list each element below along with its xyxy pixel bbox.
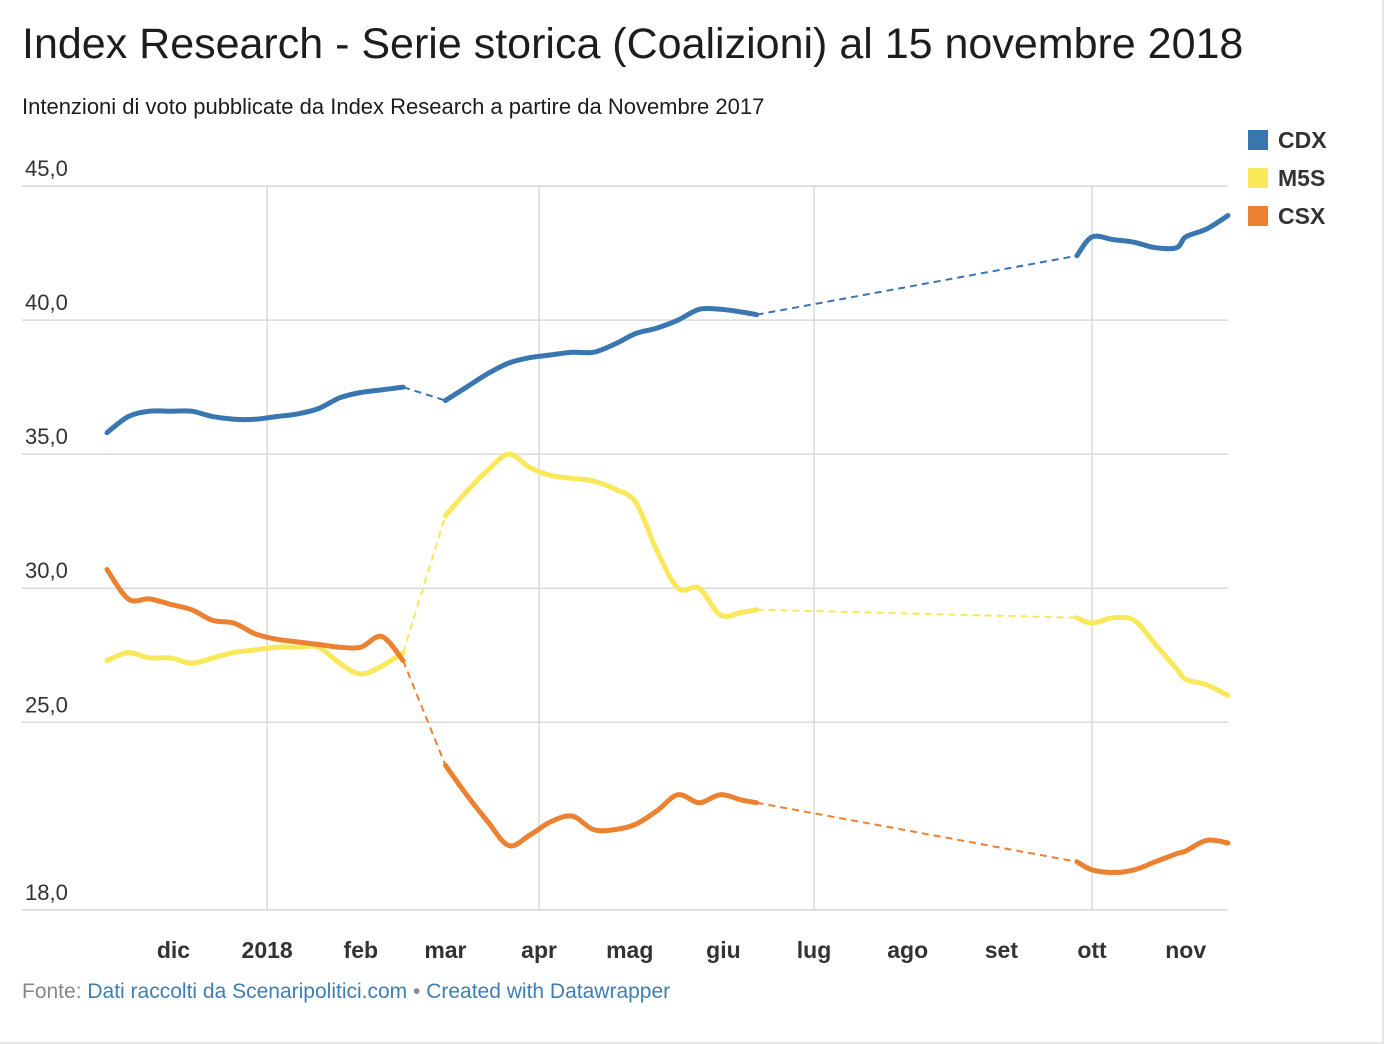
x-tick-label: dic [157,937,190,963]
y-tick-label: 35,0 [25,424,68,449]
datawrapper-link[interactable]: Created with Datawrapper [426,980,671,1003]
x-tick-label: apr [521,937,557,963]
x-tick-label: mag [606,937,653,963]
source-link[interactable]: Dati raccolti da Scenaripolitici.com [87,980,408,1003]
chart-title: Index Research - Serie storica (Coalizio… [22,20,1244,68]
series-gap-line [402,515,447,653]
series-line [442,305,760,403]
legend-swatch [1248,206,1268,226]
series-line [442,451,760,619]
y-axis: 45,0 40,0 35,0 30,0 25,0 18,0 [25,156,68,905]
series-cdx [104,213,1231,436]
y-tick-label: 40,0 [25,290,68,315]
x-tick-label: 2018 [242,937,293,963]
series-line [1074,837,1231,875]
series-line [104,567,406,664]
x-tick-label: ago [887,937,928,963]
y-tick-label: 30,0 [25,558,68,583]
footer-separator: • [407,980,427,1003]
series-lines [104,213,1231,875]
legend-label: M5S [1278,165,1325,191]
x-tick-label: giu [706,937,741,963]
x-tick-label: feb [344,937,379,963]
x-tick-label: nov [1165,937,1206,963]
series-gap-line [402,660,447,766]
series-gap-line [756,608,1077,619]
legend-swatch [1248,168,1268,188]
series-line [1074,614,1231,698]
y-tick-label: 18,0 [25,880,68,905]
chart-subtitle: Intenzioni di voto pubblicate da Index R… [22,94,765,119]
series-line [104,643,406,677]
legend-label: CSX [1278,203,1326,229]
legend-swatch [1248,130,1268,150]
footer: Fonte: Dati raccolti da Scenaripolitici.… [22,980,670,1004]
legend-label: CDX [1278,127,1327,153]
series-line [104,384,406,436]
y-tick-label: 45,0 [25,156,68,181]
series-gap-line [756,254,1078,316]
x-gridlines [266,186,1093,910]
series-line [1074,213,1231,259]
series-m5s [104,451,1231,698]
series-csx [104,567,1231,875]
y-gridlines [22,185,1228,911]
x-tick-label: lug [797,937,832,963]
x-tick-label: ott [1077,937,1107,963]
series-line [442,762,760,849]
series-gap-line [402,386,446,402]
y-tick-label: 25,0 [25,692,68,717]
footer-prefix: Fonte: [22,980,88,1003]
legend: CDX M5S CSX [1248,127,1327,229]
x-tick-label: mar [424,937,466,963]
x-tick-label: set [985,937,1019,963]
series-gap-line [756,801,1078,863]
x-axis: dic 2018 feb mar apr mag giu lug ago set ott nov [157,937,1206,963]
